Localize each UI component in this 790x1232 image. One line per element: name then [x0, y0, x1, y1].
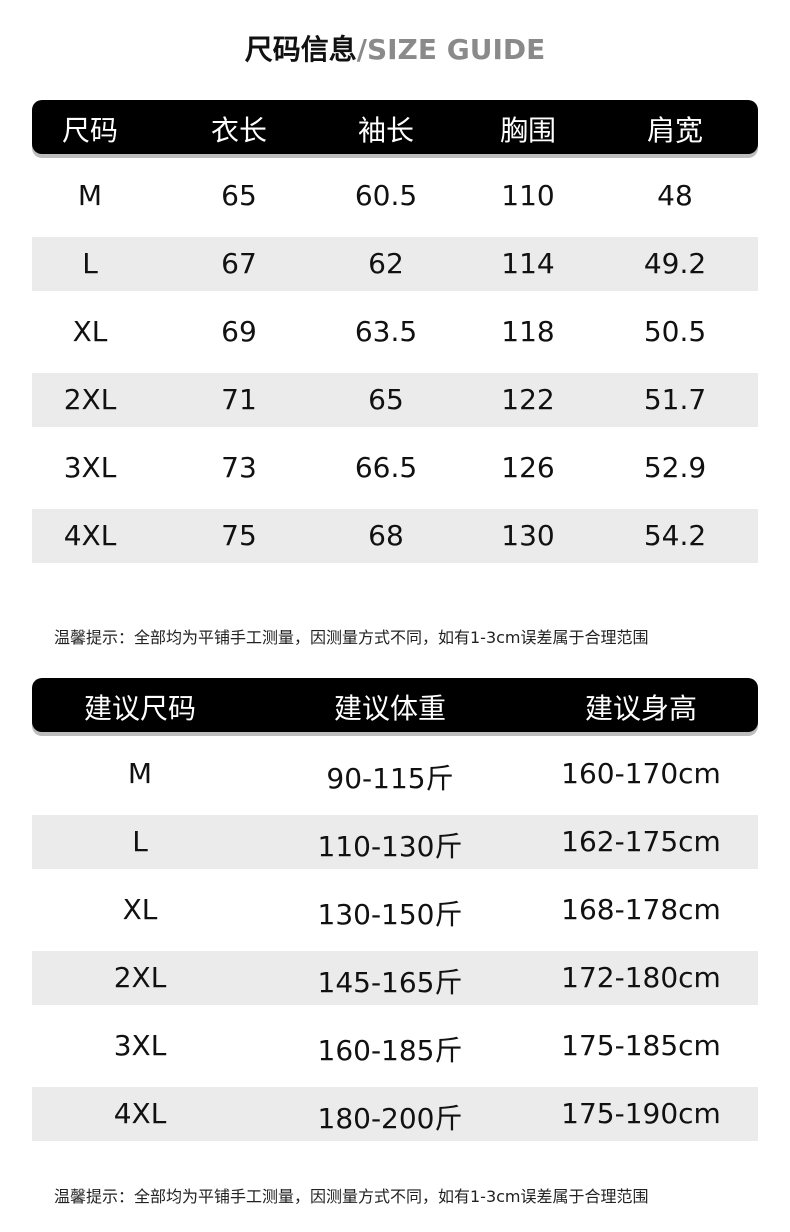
table-cell: 63.5	[354, 315, 418, 348]
table-cell: 160-185斤	[317, 1034, 463, 1067]
table-row: 4XL 75 68 130 54.2	[32, 509, 758, 563]
header-cell: 衣长	[210, 114, 268, 147]
title-cn: 尺码信息	[244, 33, 357, 66]
table-cell: 172-180cm	[561, 961, 721, 994]
table-cell: 60.5	[354, 179, 418, 212]
page-title: 尺码信息/SIZE GUIDE	[0, 28, 790, 68]
table-cell: 168-178cm	[561, 893, 721, 926]
table-cell: XL	[122, 893, 158, 926]
table-row: XL 130-150斤 168-178cm	[32, 883, 758, 937]
table-cell: 130	[501, 519, 555, 552]
table-cell: 90-115斤	[326, 762, 454, 795]
table-cell: 68	[368, 519, 404, 552]
table-cell: 54.2	[643, 519, 707, 552]
table-cell: 52.9	[643, 451, 707, 484]
table-cell: 130-150斤	[317, 898, 463, 931]
table-row: M 90-115斤 160-170cm	[32, 747, 758, 801]
table-cell: 4XL	[63, 519, 117, 552]
table-row: XL 69 63.5 118 50.5	[32, 305, 758, 359]
table-cell: 66.5	[354, 451, 418, 484]
table-cell: 71	[221, 383, 257, 416]
table-cell: 49.2	[643, 247, 707, 280]
table-cell: 65	[368, 383, 404, 416]
table-cell: 2XL	[63, 383, 117, 416]
table-cell: 122	[501, 383, 555, 416]
table-cell: 175-190cm	[561, 1097, 721, 1130]
title-en: /SIZE GUIDE	[356, 33, 546, 66]
table-cell: 118	[501, 315, 555, 348]
table-cell: 73	[221, 451, 257, 484]
table-cell: 69	[221, 315, 257, 348]
measurement-note-2: 温馨提示：全部均为平铺手工测量，因测量方式不同，如有1-3cm误差属于合理范围	[54, 1187, 649, 1206]
table-row: L 67 62 114 49.2	[32, 237, 758, 291]
table-cell: 48	[657, 179, 693, 212]
table-row: L 110-130斤 162-175cm	[32, 815, 758, 869]
table-cell: 65	[221, 179, 257, 212]
table-cell: 180-200斤	[317, 1102, 463, 1135]
table-cell: 75	[221, 519, 257, 552]
table-cell: 160-170cm	[561, 757, 721, 790]
table-header: 建议尺码 建议体重 建议身高	[32, 678, 758, 732]
header-cell: 建议身高	[584, 692, 698, 725]
table-cell: 175-185cm	[561, 1029, 721, 1062]
table-cell: 51.7	[643, 383, 707, 416]
table-cell: XL	[72, 315, 108, 348]
table-row: 3XL 160-185斤 175-185cm	[32, 1019, 758, 1073]
header-cell: 胸围	[499, 114, 557, 147]
header-cell: 肩宽	[646, 114, 704, 147]
table-cell: 3XL	[63, 451, 117, 484]
table-cell: 4XL	[113, 1097, 167, 1130]
table-cell: 110	[501, 179, 555, 212]
table-cell: M	[77, 179, 103, 212]
table-cell: 145-165斤	[317, 966, 463, 999]
table-cell: 162-175cm	[561, 825, 721, 858]
table-header: 尺码 衣长 袖长 胸围 肩宽	[32, 100, 758, 154]
table-row: M 65 60.5 110 48	[32, 169, 758, 223]
header-cell: 建议尺码	[83, 692, 197, 725]
table-row: 3XL 73 66.5 126 52.9	[32, 441, 758, 495]
header-cell: 建议体重	[333, 692, 447, 725]
table-row: 2XL 145-165斤 172-180cm	[32, 951, 758, 1005]
header-cell: 袖长	[357, 114, 415, 147]
table-cell: L	[82, 247, 98, 280]
table-cell: 2XL	[113, 961, 167, 994]
table-cell: 110-130斤	[317, 830, 463, 863]
table-cell: 67	[221, 247, 257, 280]
table-cell: 114	[501, 247, 555, 280]
measurement-note: 温馨提示：全部均为平铺手工测量，因测量方式不同，如有1-3cm误差属于合理范围	[54, 628, 649, 647]
table-row: 2XL 71 65 122 51.7	[32, 373, 758, 427]
table-cell: M	[127, 757, 153, 790]
table-cell: L	[132, 825, 148, 858]
table-cell: 50.5	[643, 315, 707, 348]
header-cell: 尺码	[61, 114, 119, 147]
table-cell: 126	[501, 451, 555, 484]
table-cell: 62	[368, 247, 404, 280]
table-cell: 3XL	[113, 1029, 167, 1062]
table-row: 4XL 180-200斤 175-190cm	[32, 1087, 758, 1141]
